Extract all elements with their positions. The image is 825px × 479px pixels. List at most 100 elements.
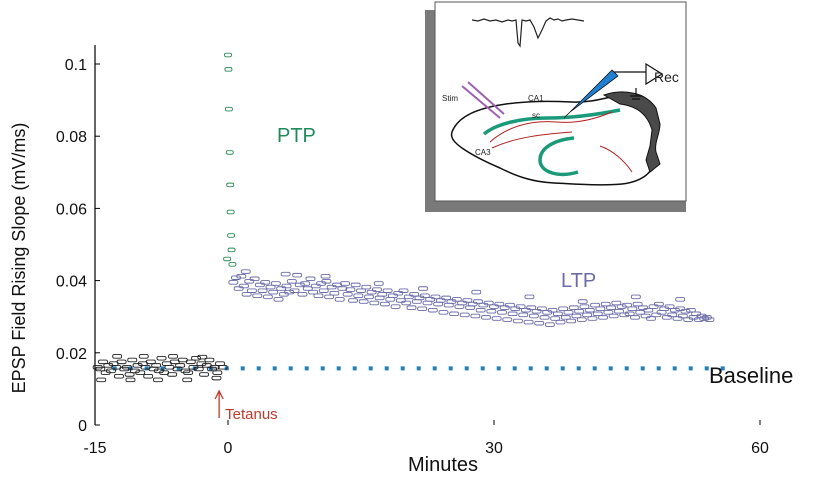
ltp-point [606, 305, 616, 310]
inset-label-ca3: CA3 [475, 148, 491, 157]
ltp-point [356, 288, 366, 293]
ltp-point [526, 305, 537, 310]
ltp-point [499, 305, 510, 310]
ltp-point [574, 309, 585, 314]
ltp-point [239, 283, 249, 289]
ltp-point [611, 300, 622, 306]
ltp-point [630, 315, 640, 320]
ltp-point [443, 302, 454, 308]
ltp-point [377, 292, 388, 297]
y-tick-label: 0.04 [56, 274, 87, 291]
ltp-point [297, 292, 308, 297]
x-tick-label: -15 [83, 440, 106, 457]
ltp-point [664, 304, 675, 309]
ltp-point [462, 298, 473, 303]
ltp-point [531, 309, 542, 314]
ltp-series [228, 269, 715, 327]
ltp-point [459, 312, 470, 318]
ptp-series [223, 52, 237, 267]
ltp-point [249, 276, 260, 282]
pre-tetanus-point [113, 374, 124, 379]
tetanus-marker: Tetanus [214, 389, 278, 423]
ptp-point [225, 150, 234, 155]
ltp-point [486, 309, 497, 314]
pre-tetanus-point [217, 364, 228, 370]
ltp-point [528, 313, 539, 319]
pre-tetanus-point [182, 377, 193, 383]
y-tick-label: 0 [78, 418, 87, 435]
inset-label-stim: Stim [442, 94, 458, 103]
ltp-point [471, 289, 482, 295]
ltp-point [318, 288, 329, 293]
inset-schaffer-fibres [489, 111, 633, 173]
ltp-point [300, 281, 311, 286]
ltp-point [677, 313, 688, 319]
ltp-point [552, 311, 563, 317]
pre-tetanus-point [175, 363, 186, 368]
y-tick-label: 0.02 [56, 346, 87, 363]
ltp-point [276, 286, 287, 291]
ltp-point [638, 305, 648, 310]
ltp-point [518, 312, 529, 318]
x-tick-label: 0 [224, 440, 233, 457]
ltp-point [334, 297, 345, 302]
ltp-point [265, 284, 276, 290]
ltp-point [417, 306, 428, 312]
pre-tetanus-point [151, 363, 162, 368]
pre-tetanus-point [197, 354, 208, 360]
ltp-point [640, 313, 651, 319]
ltp-point [489, 304, 499, 309]
ltp-point [534, 320, 545, 326]
ltp-point [310, 283, 321, 289]
ltp-point [395, 298, 406, 303]
pre-tetanus-point [143, 374, 154, 379]
ltp-point [454, 304, 465, 309]
ltp-point [270, 281, 281, 286]
ltp-point [622, 302, 632, 308]
ltp-point [382, 288, 393, 293]
ltp-point [568, 305, 579, 310]
ltp-point [411, 299, 422, 304]
ltp-point [403, 294, 414, 300]
ltp-point [427, 307, 438, 313]
inset-label-sc: sc [532, 111, 540, 120]
ltp-point [512, 318, 523, 324]
ltp-point [507, 311, 518, 317]
ltp-point [244, 279, 255, 284]
ltp-point [475, 307, 486, 313]
pre-tetanus-point [125, 377, 136, 383]
ltp-point [643, 307, 654, 313]
ltp-point [465, 305, 476, 310]
ltp-point [457, 300, 468, 306]
ltp-point [281, 283, 292, 289]
pre-tetanus-point [135, 370, 146, 375]
ltp-point [595, 306, 606, 312]
ltp-point [563, 310, 574, 315]
ltp-point [592, 311, 603, 317]
ltp-point [401, 300, 412, 306]
ltp-point [418, 286, 429, 291]
inset-amplifier-icon [614, 62, 664, 100]
x-tick-label: 60 [751, 440, 769, 457]
ltp-point [704, 317, 715, 322]
ltp-point [435, 298, 446, 303]
ltp-point [577, 299, 588, 304]
ltp-point [587, 316, 598, 321]
ptp-point [227, 247, 236, 253]
ltp-point [603, 310, 614, 315]
ltp-point [505, 302, 515, 308]
ltp-point [438, 310, 449, 315]
ltp-point [302, 286, 313, 291]
ltp-point [680, 309, 691, 314]
pre-tetanus-point [106, 368, 116, 374]
pre-tetanus-point [138, 354, 149, 359]
ltp-point [289, 288, 300, 293]
ltp-point [675, 306, 686, 312]
ltp-point [614, 309, 624, 314]
pre-tetanus-point [212, 370, 223, 375]
ltp-point [233, 286, 244, 291]
inset-dentate-gyrus [538, 136, 579, 177]
ltp-point [320, 274, 331, 279]
